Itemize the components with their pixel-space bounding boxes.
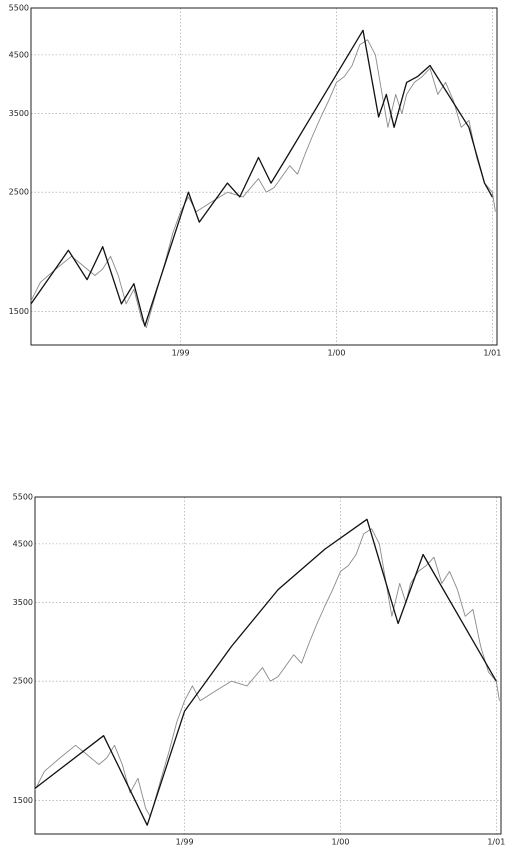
x-tick-label: 1/01 [483,349,501,358]
y-tick-label: 3500 [13,598,33,607]
y-tick-label: 4500 [13,539,33,548]
y-tick-label: 1500 [13,796,33,805]
plot-frame [34,496,502,835]
y-tick-label: 5500 [9,4,29,13]
chart: 1500 2500 3500 4500 5500 1/99 1/00 1/01 [13,493,506,847]
chart: 1500 2500 3500 4500 5500 1/99 1/00 1/01 [9,4,502,358]
x-tick-label: 1/00 [327,349,345,358]
x-tick-label: 1/99 [172,349,190,358]
series-line [30,39,496,329]
x-tick-label: 1/00 [331,838,349,847]
y-tick-label: 2500 [9,188,29,197]
x-tick-label: 1/99 [176,838,194,847]
y-tick-label: 1500 [9,307,29,316]
series-line [34,518,497,826]
series-line [34,528,500,818]
y-tick-label: 2500 [13,677,33,686]
y-tick-label: 4500 [9,50,29,59]
series-line [30,29,493,327]
plot-frame [30,7,498,346]
y-tick-label: 3500 [9,109,29,118]
y-tick-label: 5500 [13,493,33,502]
x-tick-label: 1/01 [487,838,505,847]
